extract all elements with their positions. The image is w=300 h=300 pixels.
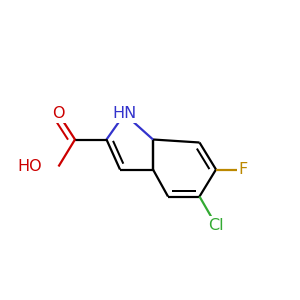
Text: F: F	[238, 162, 247, 177]
Text: Cl: Cl	[208, 218, 224, 232]
Text: HO: HO	[18, 159, 42, 174]
Text: O: O	[52, 106, 65, 122]
Text: HN: HN	[112, 106, 136, 122]
